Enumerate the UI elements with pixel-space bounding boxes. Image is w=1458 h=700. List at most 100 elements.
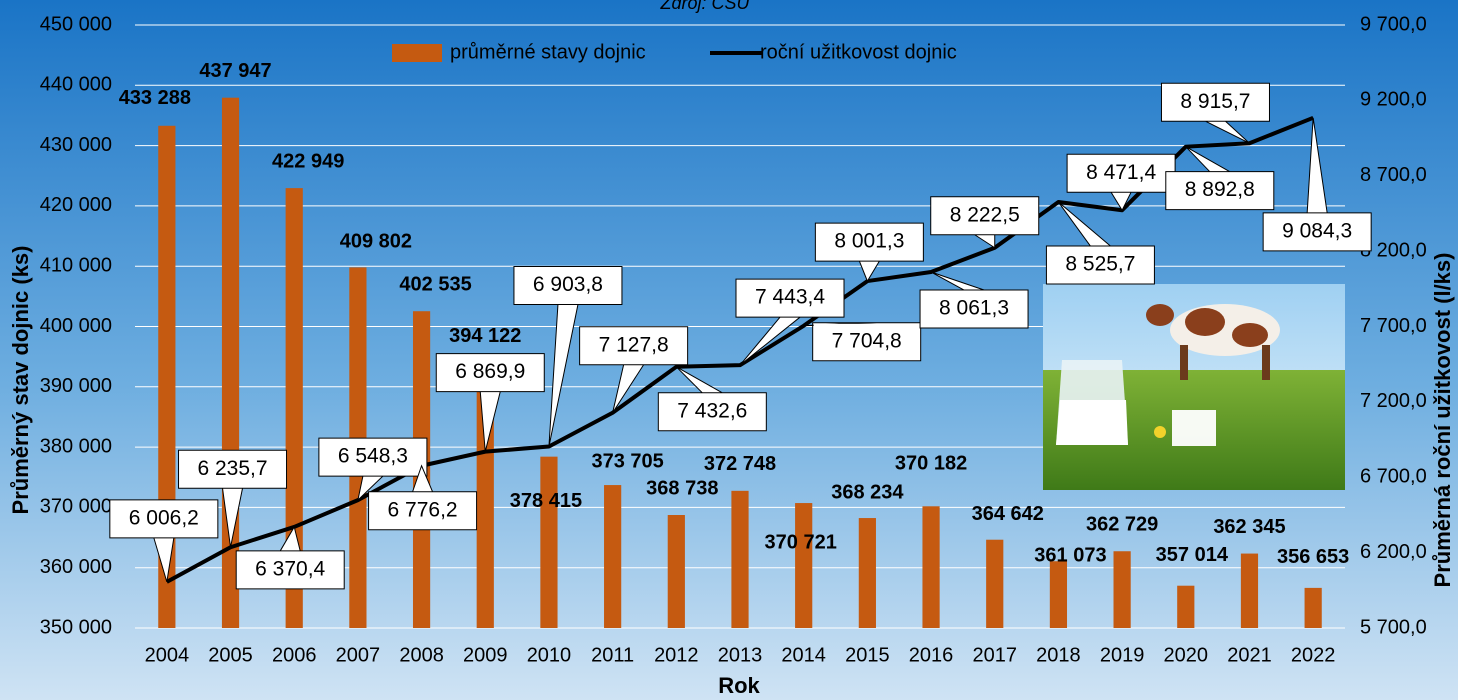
callout-box: [816, 224, 923, 261]
bar-label: 357 014: [1156, 544, 1229, 566]
callout-box: [921, 291, 1028, 328]
y2-tick-label: 8 700,0: [1360, 164, 1427, 186]
y2-tick-label: 9 200,0: [1360, 89, 1427, 111]
bar-label: 422 949: [272, 150, 344, 172]
bar-label: 433 288: [119, 87, 191, 109]
bar: [667, 515, 685, 628]
bar: [1113, 551, 1131, 628]
callout-box: [659, 393, 766, 430]
y-tick-label: 430 000: [40, 134, 112, 156]
callout-label: 8 222,5: [950, 203, 1020, 226]
bar: [285, 188, 303, 628]
callout-box: [813, 323, 920, 360]
x-tick-label: 2010: [527, 644, 572, 666]
callout-label: 8 001,3: [834, 230, 904, 253]
bar-label: 362 729: [1086, 514, 1158, 536]
legend-swatch: [392, 44, 442, 62]
bar-label: 362 345: [1213, 516, 1285, 538]
bar: [1304, 587, 1322, 628]
x-axis-title: Rok: [718, 673, 760, 698]
bar-label: 378 415: [510, 490, 582, 512]
y-tick-label: 360 000: [40, 556, 112, 578]
x-tick-label: 2013: [718, 644, 763, 666]
y2-tick-label: 7 700,0: [1360, 315, 1427, 337]
bar-label: 372 748: [704, 453, 776, 475]
callout-label: 6 370,4: [255, 557, 325, 580]
callout-label: 6 869,9: [455, 360, 525, 383]
x-tick-label: 2017: [972, 644, 1017, 666]
bar: [858, 518, 876, 628]
legend-label: průměrné stavy dojnic: [450, 41, 646, 63]
bar: [1240, 553, 1259, 628]
bar: [731, 490, 749, 628]
callout-label: 7 443,4: [755, 286, 825, 309]
y-tick-label: 350 000: [40, 616, 112, 638]
callout-box: [1264, 213, 1371, 250]
x-tick-label: 2016: [909, 644, 954, 666]
bar-label: 361 073: [1034, 545, 1106, 567]
bar: [795, 503, 813, 628]
callout-label: 7 127,8: [599, 333, 669, 356]
callout-box: [319, 439, 426, 476]
callout-box: [179, 451, 286, 488]
y-tick-label: 400 000: [40, 315, 112, 337]
y2-tick-label: 6 700,0: [1360, 466, 1427, 488]
callout-label: 6 903,8: [533, 273, 603, 296]
callout-box: [580, 327, 687, 364]
bar-label: 370 182: [895, 453, 967, 475]
x-tick-label: 2012: [654, 644, 699, 666]
y-tick-label: 370 000: [40, 496, 112, 518]
y2-tick-label: 5 700,0: [1360, 616, 1427, 638]
bar: [922, 506, 940, 628]
bar: [604, 485, 622, 628]
x-tick-label: 2011: [591, 644, 634, 666]
bar-label: 409 802: [340, 231, 412, 253]
callout-label: 8 892,8: [1185, 178, 1255, 201]
callout-box: [1047, 247, 1154, 284]
callout-box: [931, 197, 1038, 234]
callout-label: 8 061,3: [939, 297, 1009, 320]
y-tick-label: 390 000: [40, 375, 112, 397]
y2-tick-label: 8 200,0: [1360, 239, 1427, 261]
y-tick-label: 420 000: [40, 194, 112, 216]
callout-box: [110, 500, 217, 537]
callout-box: [1162, 84, 1269, 121]
callout-label: 6 776,2: [388, 498, 458, 521]
x-tick-label: 2007: [336, 644, 381, 666]
callout-box: [737, 280, 843, 317]
callout-label: 9 084,3: [1282, 219, 1352, 242]
callout-label: 8 471,4: [1086, 161, 1156, 184]
x-tick-label: 2005: [208, 644, 253, 666]
y2-tick-label: 7 200,0: [1360, 390, 1427, 412]
bar-label: 373 705: [591, 450, 663, 472]
x-tick-label: 2004: [145, 644, 190, 666]
callout-box: [514, 267, 621, 304]
callout-label: 6 548,3: [338, 445, 408, 468]
bar: [986, 539, 1004, 628]
legend-label: roční užitkovost dojnic: [760, 41, 957, 63]
x-tick-label: 2021: [1227, 644, 1272, 666]
x-tick-label: 2019: [1100, 644, 1145, 666]
bar: [1049, 561, 1068, 628]
x-tick-label: 2006: [272, 644, 317, 666]
bar: [1177, 585, 1195, 628]
bar-label: 437 947: [199, 60, 271, 82]
callout-box: [1068, 155, 1175, 192]
callout-label: 7 704,8: [832, 329, 902, 352]
callout-label: 6 235,7: [197, 457, 267, 480]
y-axis-title: Průměrný stav dojnic (ks): [8, 246, 33, 515]
x-tick-label: 2008: [399, 644, 444, 666]
callout-label: 7 432,6: [677, 399, 747, 422]
y-tick-label: 410 000: [40, 254, 112, 276]
bar-label: 402 535: [399, 273, 471, 295]
source: Zdroj: ČSÚ: [659, 0, 750, 13]
bar-label: 368 738: [646, 477, 718, 499]
x-tick-label: 2018: [1036, 644, 1081, 666]
y2-axis-title: Průměrná roční užitkovost (l/ks): [1430, 253, 1455, 588]
callout-label: 6 006,2: [129, 506, 199, 529]
x-tick-label: 2022: [1291, 644, 1336, 666]
x-tick-label: 2020: [1164, 644, 1209, 666]
y-tick-label: 440 000: [40, 74, 112, 96]
